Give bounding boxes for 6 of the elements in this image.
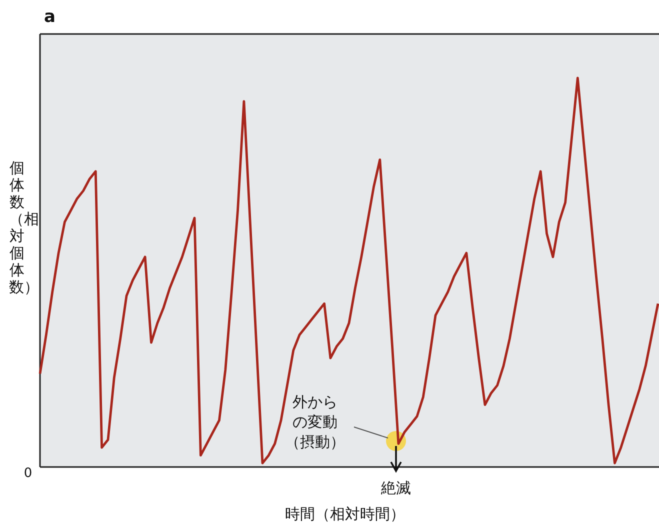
text: 0 (24, 466, 32, 481)
x-axis-title: 時間（相対時間） (285, 505, 405, 523)
chart-title: a (44, 7, 56, 27)
annotation: 外からの変動（摂動） (284, 392, 346, 452)
text: 絶滅 (380, 479, 411, 497)
y-axis-title: 個体数（相対個体数） (9, 159, 39, 296)
